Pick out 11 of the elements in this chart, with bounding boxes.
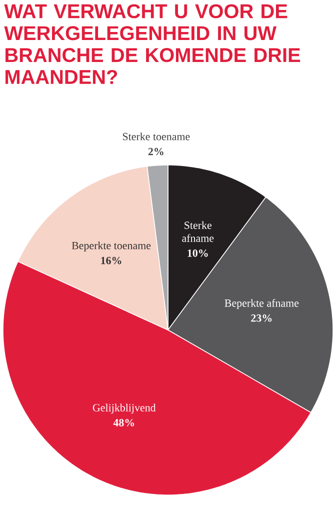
slice-label: Sterke afname: [182, 221, 214, 242]
slice-label: Beperkte toename: [72, 242, 151, 252]
data-label: 23%: [251, 314, 272, 322]
data-label: 16%: [101, 256, 122, 264]
slice-label: Beperkte afname: [224, 298, 299, 310]
data-label: 2%: [148, 148, 164, 156]
data-label: 48%: [113, 418, 134, 426]
data-label: 10%: [188, 249, 208, 257]
chart-title: WAT VERWACHT U VOOR DE WERKGELEGENHEID IN UW BRANCHE DE KOMENDE DRIE MAANDEN?: [4, 4, 300, 84]
slice-label: Sterke toename: [122, 132, 190, 140]
slice-label: Gelijkblijvend: [92, 404, 156, 414]
